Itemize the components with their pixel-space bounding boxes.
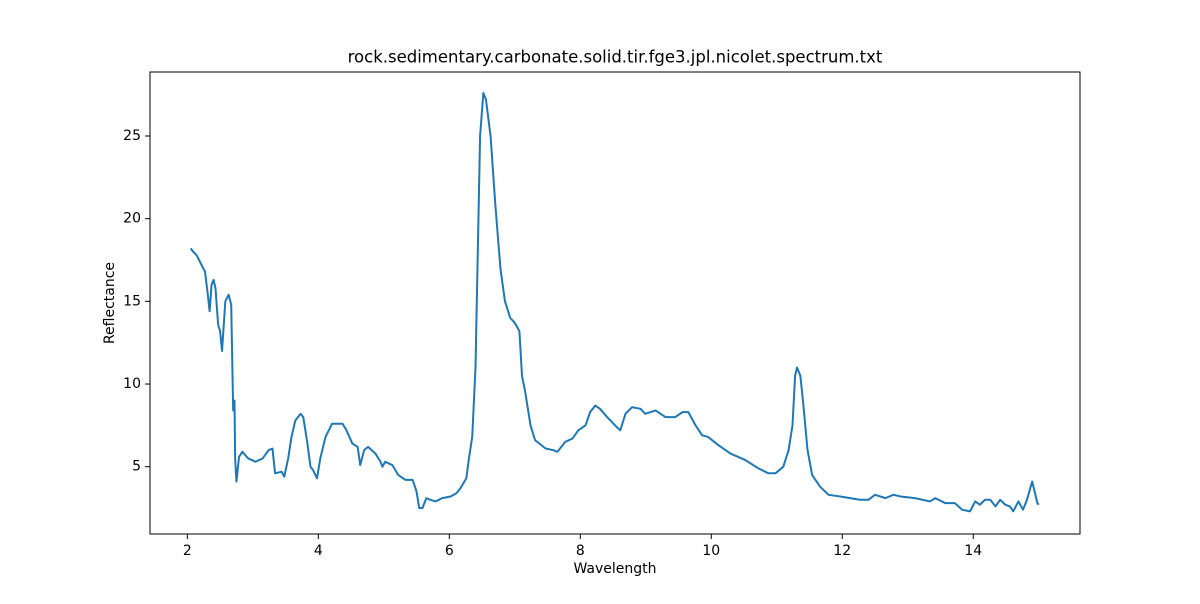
- y-tick-label: 10: [123, 376, 141, 392]
- x-axis-label: Wavelength: [573, 561, 656, 577]
- y-tick-label: 15: [123, 293, 141, 309]
- x-tick-label: 10: [702, 543, 720, 559]
- x-tick-label: 8: [576, 543, 585, 559]
- y-axis-label: Reflectance: [102, 262, 118, 344]
- x-tick-label: 12: [833, 543, 851, 559]
- plot-frame: [149, 71, 1081, 535]
- data-line: [189, 92, 1040, 513]
- x-tick-label: 14: [964, 543, 982, 559]
- x-tick-label: 4: [314, 543, 323, 559]
- x-tick-label: 6: [445, 543, 454, 559]
- y-tick-label: 20: [123, 211, 141, 227]
- y-tick-label: 5: [132, 459, 141, 475]
- chart-title: rock.sedimentary.carbonate.solid.tir.fge…: [348, 48, 883, 67]
- y-tick-label: 25: [123, 128, 141, 144]
- x-tick-label: 2: [183, 543, 192, 559]
